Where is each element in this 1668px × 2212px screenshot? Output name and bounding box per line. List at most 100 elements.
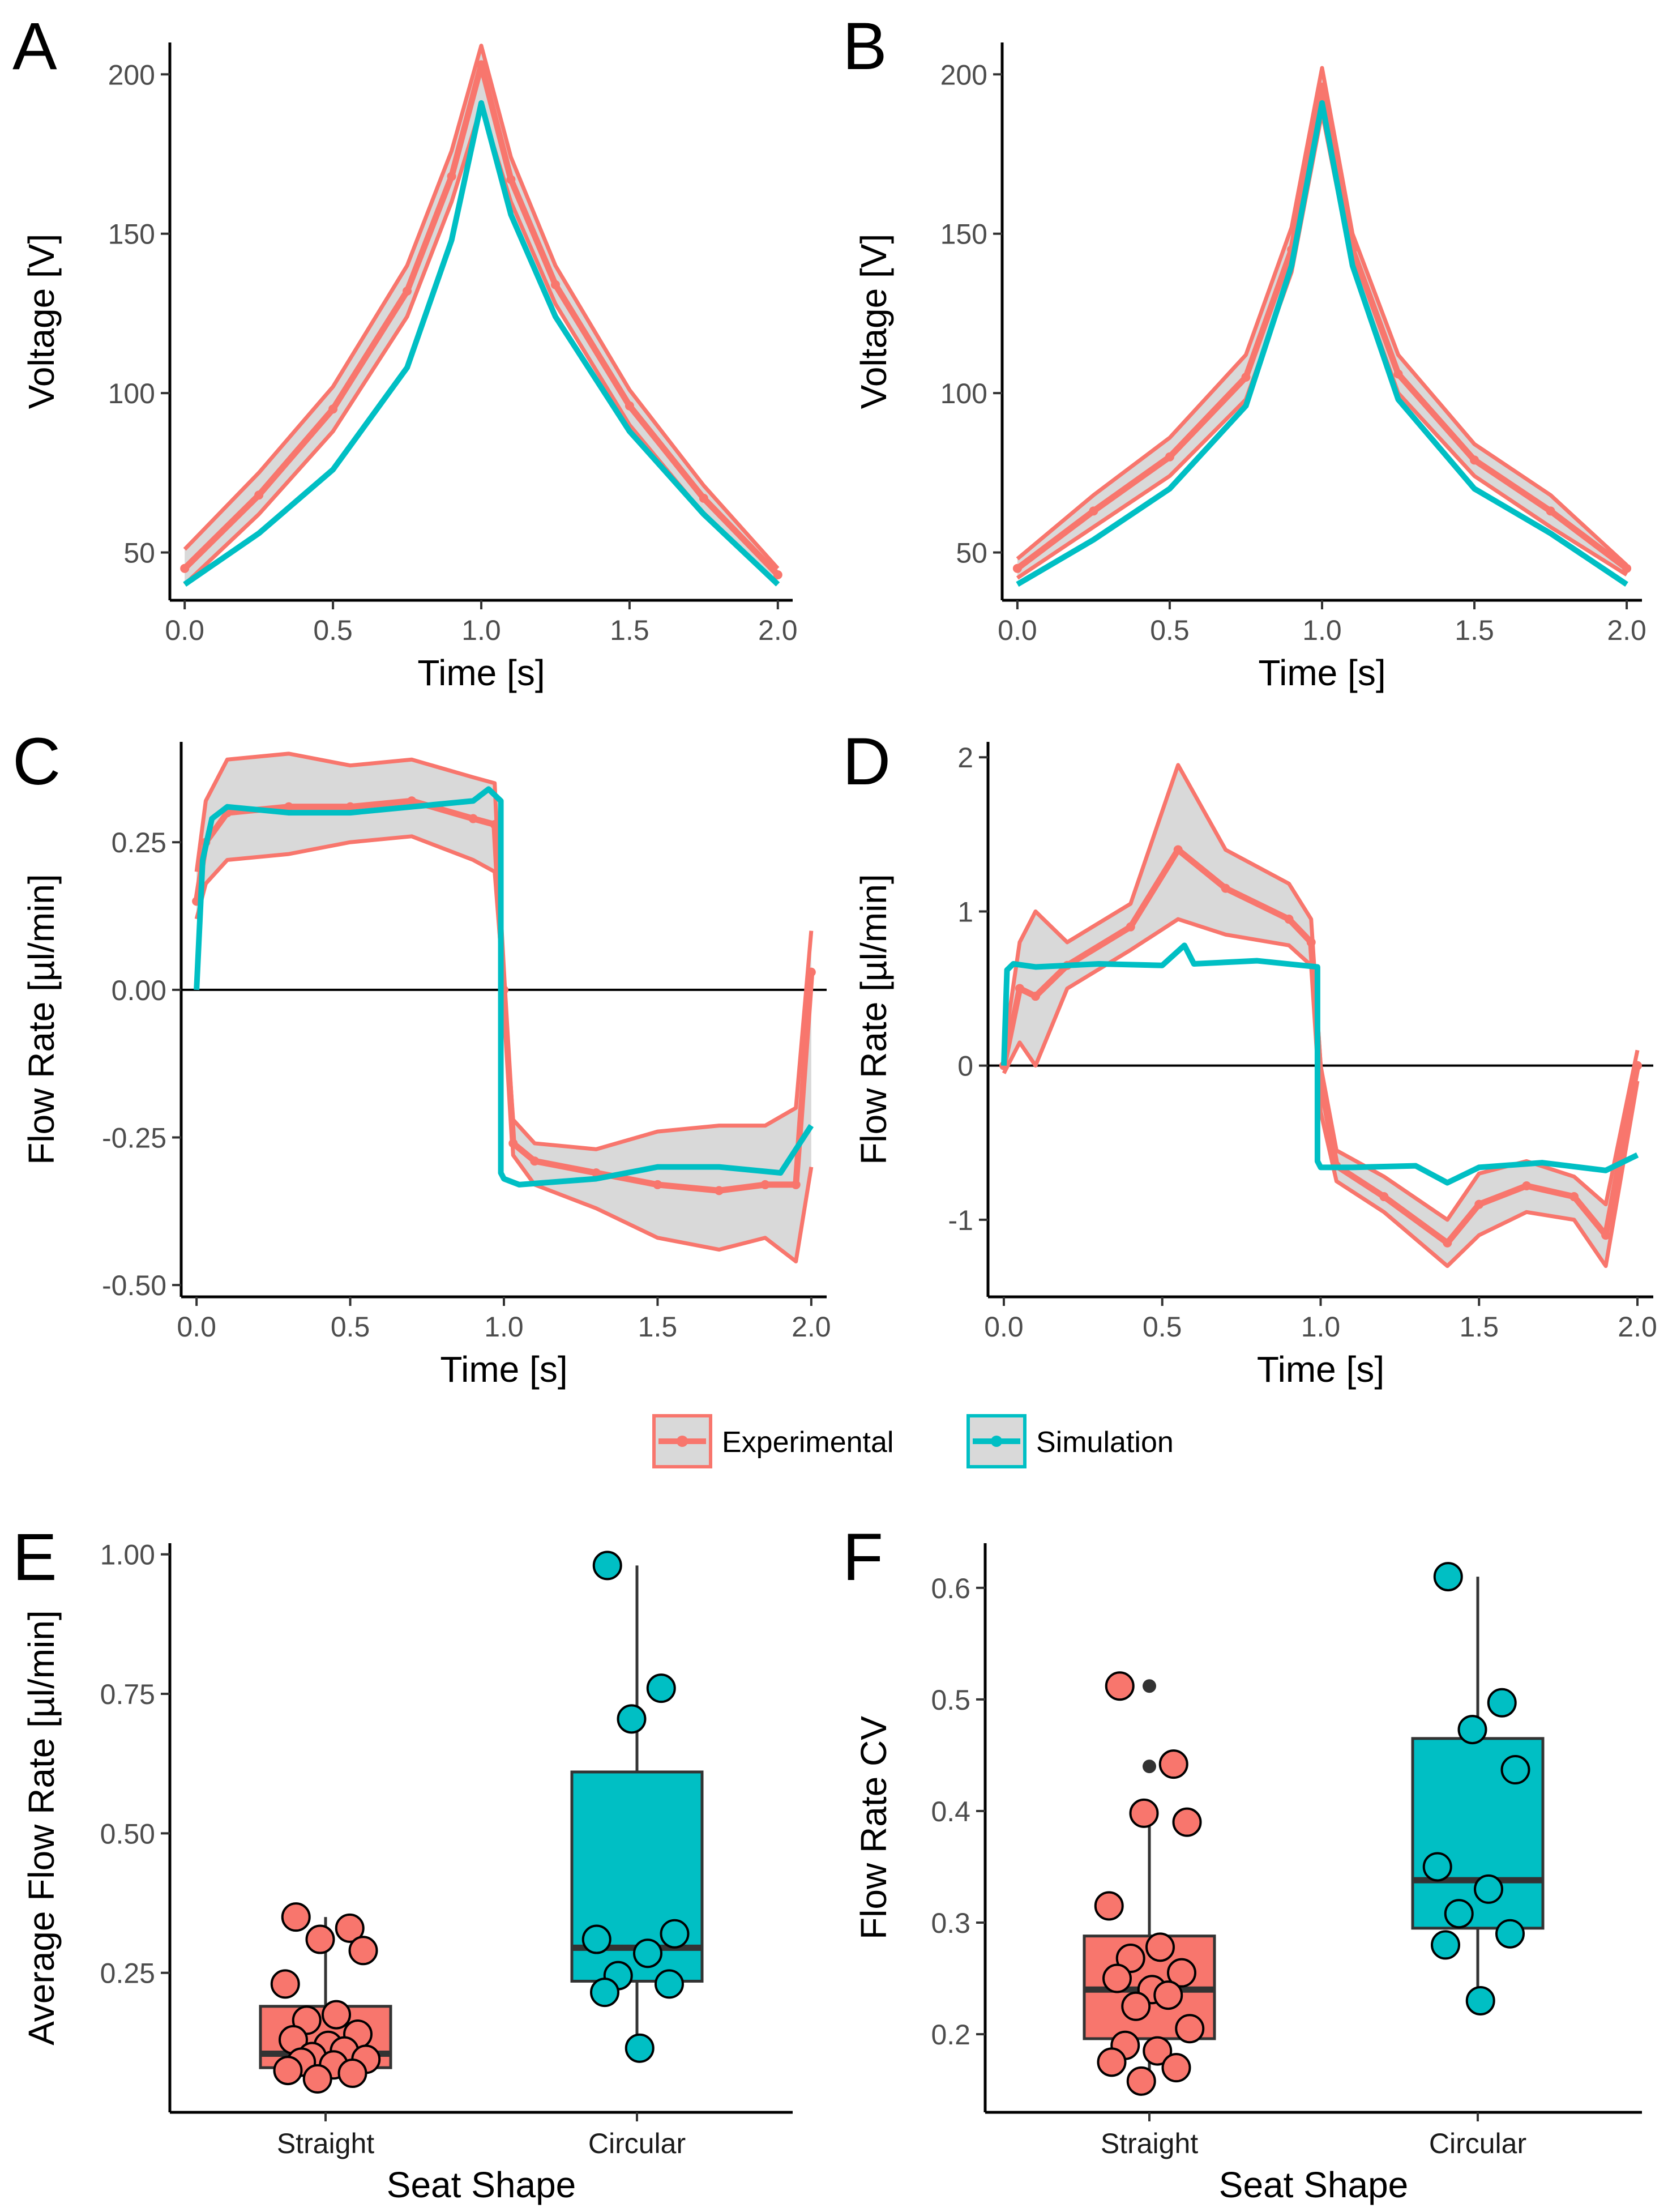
box-circular	[570, 1551, 704, 2063]
experimental-lower-line	[183, 104, 780, 586]
data-point	[337, 2059, 367, 2089]
y-tick-label: 0.25	[112, 827, 166, 859]
data-point	[646, 1673, 676, 1703]
data-point	[633, 1938, 662, 1968]
box-straight	[259, 1902, 392, 2094]
data-point	[1115, 1944, 1145, 1974]
panel-e: E 0.25 0.50 0.75 1.00 Seat Shape Average Flow …	[12, 1520, 793, 2205]
data-point	[617, 1704, 647, 1734]
x-tick-label: 0.5	[313, 614, 353, 646]
y-tick-label: 0.4	[931, 1796, 970, 1827]
experimental-point	[468, 814, 478, 823]
experimental-point	[345, 802, 355, 812]
panel-letter: D	[842, 724, 891, 799]
data-point	[590, 1978, 619, 2008]
y-tick-label: -1	[948, 1205, 973, 1236]
data-point	[655, 1969, 684, 1999]
panel-letter: E	[12, 1520, 57, 1595]
data-point	[625, 2033, 655, 2063]
experimental-upper-line	[183, 44, 780, 570]
x-axis-title: Seat Shape	[1219, 2164, 1409, 2205]
y-tick-label: -0.25	[102, 1122, 166, 1154]
y-tick-label: 1	[957, 896, 973, 928]
experimental-point	[284, 802, 293, 812]
data-point	[305, 1924, 335, 1954]
y-tick-label: 0.5	[931, 1684, 970, 1716]
experimental-point	[1015, 984, 1024, 993]
experimental-point	[791, 1180, 801, 1189]
y-tick-label: 0.6	[931, 1573, 970, 1604]
panel-d: D -1 0 1 2 0.0 0.5 1.0 1.5 2.0 Time [s] Flow Rate […	[842, 724, 1657, 1390]
experimental-band	[1017, 68, 1627, 578]
experimental-point	[1012, 563, 1022, 573]
data-point	[335, 1913, 365, 1943]
y-axis-title: Flow Rate CV	[853, 1716, 894, 1940]
x-tick-label: 0.0	[998, 614, 1037, 646]
experimental-point	[447, 172, 456, 181]
x-tick-label: 2.0	[792, 1311, 831, 1343]
data-point	[1172, 1807, 1202, 1837]
x-tick-label: 1.5	[610, 614, 649, 646]
x-tick-label: 1.5	[1460, 1311, 1499, 1343]
y-tick-label: 0.50	[100, 1818, 155, 1850]
experimental-point	[1165, 452, 1174, 462]
y-tick-label: 150	[108, 219, 155, 250]
x-tick-label: 0.0	[165, 614, 204, 646]
x-axis-title: Time [s]	[1257, 1349, 1384, 1390]
experimental-point	[1393, 369, 1403, 379]
data-point	[1097, 2047, 1127, 2077]
x-tick-label: 0.5	[1150, 614, 1190, 646]
experimental-point	[490, 819, 499, 829]
experimental-point	[591, 1168, 601, 1178]
x-tick-label: 0.0	[984, 1311, 1024, 1343]
simulation-line	[183, 100, 780, 587]
data-point	[592, 1551, 622, 1581]
data-point	[1500, 1755, 1530, 1785]
experimental-point	[699, 493, 708, 503]
experimental-point	[1546, 506, 1555, 516]
experimental-point	[530, 1156, 540, 1166]
box-straight	[1083, 1671, 1216, 2096]
experimental-band	[196, 753, 811, 1262]
experimental-point	[506, 175, 516, 185]
experimental-point	[1379, 1192, 1389, 1202]
experimental-point	[254, 490, 264, 500]
experimental-band	[1003, 765, 1638, 1266]
x-tick-label: Straight	[1101, 2128, 1198, 2159]
x-tick-label: 2.0	[1618, 1311, 1657, 1343]
experimental-point	[1569, 1192, 1579, 1202]
legend-label: Experimental	[722, 1426, 893, 1459]
y-tick-label: 50	[123, 537, 155, 569]
x-tick-label: 1.5	[1455, 614, 1494, 646]
y-axis-title: Voltage [V]	[21, 234, 62, 409]
y-tick-label: 50	[956, 537, 987, 569]
legend-label: Simulation	[1036, 1426, 1174, 1459]
data-point	[270, 1969, 300, 1999]
data-point	[1487, 1688, 1517, 1718]
experimental-point	[715, 1186, 724, 1195]
x-axis-title: Seat Shape	[387, 2164, 576, 2205]
experimental-point	[508, 1138, 518, 1148]
data-point	[1158, 1749, 1188, 1779]
y-axis-title: Flow Rate [µl/min]	[21, 874, 62, 1164]
panel-letter: F	[842, 1520, 883, 1595]
y-tick-label: 200	[108, 59, 155, 91]
experimental-point	[1030, 992, 1040, 1001]
data-point	[1474, 1874, 1503, 1904]
experimental-point	[1306, 937, 1316, 947]
y-tick-label: 100	[940, 378, 987, 409]
experimental-point	[328, 404, 338, 414]
outlier-point	[1143, 1679, 1156, 1693]
experimental-point	[1470, 455, 1479, 465]
data-point	[348, 1936, 378, 1966]
y-tick-label: 200	[940, 59, 987, 91]
panel-letter: A	[12, 9, 57, 84]
data-point	[1161, 2053, 1191, 2083]
y-axis-title: Average Flow Rate [µl/min]	[21, 1610, 62, 2045]
data-point	[1129, 1798, 1159, 1828]
data-point	[1102, 1963, 1132, 1993]
experimental-upper-line	[1016, 66, 1628, 567]
simulation-line	[1000, 942, 1639, 1186]
data-point	[1433, 1562, 1463, 1592]
